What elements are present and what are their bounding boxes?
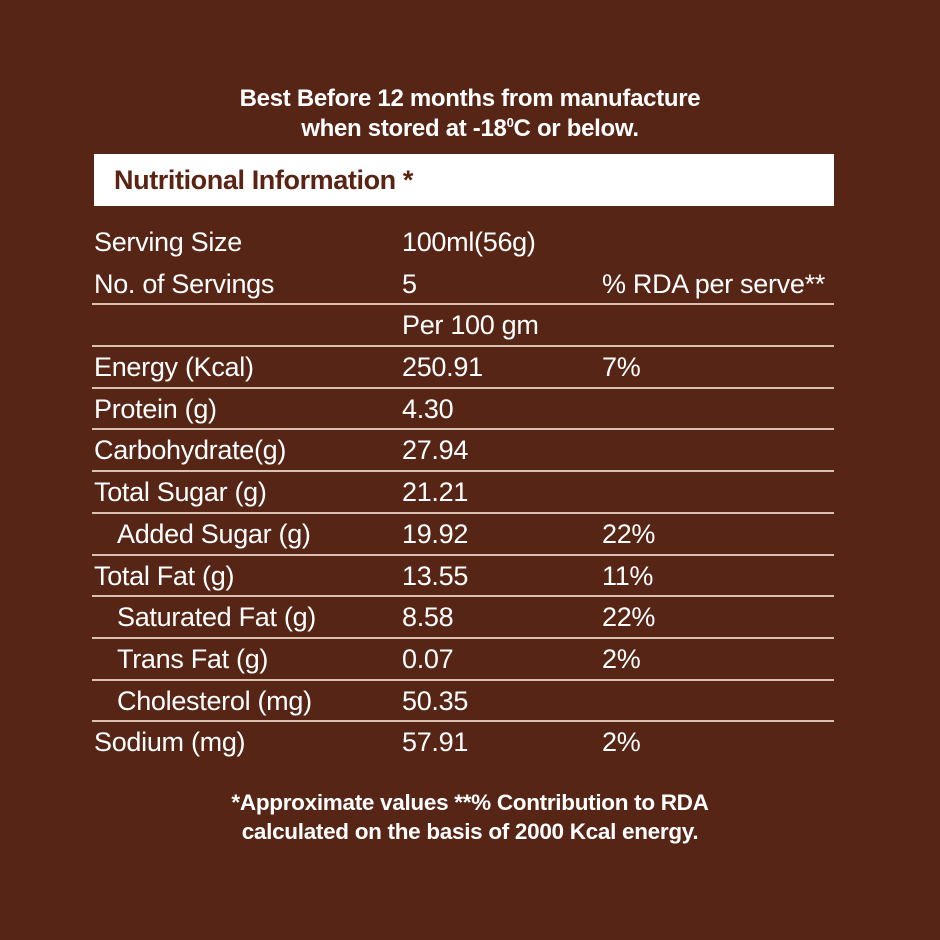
nutrient-rda: 22%: [602, 518, 656, 549]
nutrition-header-band: Nutritional Information *: [94, 154, 834, 206]
nutrient-rda: 11%: [602, 560, 654, 591]
storage-instructions: Best Before 12 months from manufacture w…: [0, 84, 940, 144]
nutrient-value: 250.91: [402, 352, 483, 383]
nutrition-title: Nutritional Information *: [114, 165, 413, 195]
nutrient-label: Saturated Fat (g): [117, 602, 316, 633]
nutrient-row: Protein (g) 4.30: [92, 389, 834, 431]
nutrient-value: 27.94: [402, 435, 469, 466]
nutrition-table: Serving Size 100ml(56g) No. of Servings …: [92, 222, 834, 764]
nutrient-value: 57.91: [402, 727, 469, 758]
nutrient-label: Total Sugar (g): [94, 477, 267, 508]
nutrient-rda: 2%: [602, 643, 641, 674]
footnote-line-2: calculated on the basis of 2000 Kcal ene…: [241, 819, 699, 844]
nutrient-label: Trans Fat (g): [117, 643, 269, 674]
storage-line-1: Best Before 12 months from manufacture: [239, 85, 701, 112]
nutrient-row: Total Fat (g) 13.55 11%: [92, 556, 834, 598]
storage-line-2: when stored at -180C or below.: [0, 114, 940, 144]
nutrient-label: Protein (g): [94, 393, 217, 424]
servings-count-label: No. of Servings: [94, 268, 275, 299]
servings-count-row: No. of Servings 5 % RDA per serve**: [92, 264, 834, 306]
nutrient-row: Energy (Kcal) 250.91 7%: [92, 347, 834, 389]
footnote: *Approximate values **% Contribution to …: [0, 788, 940, 846]
nutrient-rda: 22%: [602, 602, 656, 633]
rda-column-header: % RDA per serve**: [602, 268, 825, 299]
nutrient-label: Carbohydrate(g): [94, 435, 287, 466]
servings-count-value: 5: [402, 268, 417, 299]
nutrient-value: 8.58: [402, 602, 454, 633]
nutrient-row: Carbohydrate(g) 27.94: [92, 430, 834, 473]
nutrient-value: 0.07: [402, 643, 454, 674]
nutrient-value: 21.21: [402, 477, 469, 508]
nutrient-row: Cholesterol (mg) 50.35: [92, 681, 834, 723]
per-100gm-header: Per 100 gm: [402, 310, 539, 341]
serving-size-value: 100ml(56g): [402, 227, 536, 257]
nutrient-row: Total Sugar (g) 21.21: [92, 472, 834, 514]
nutrient-label: Sodium (mg): [94, 727, 246, 758]
nutrient-value: 13.55: [402, 560, 469, 591]
nutrient-rda: 2%: [602, 727, 641, 758]
nutrient-label: Energy (Kcal): [94, 352, 254, 383]
per-100gm-row: Per 100 gm: [92, 305, 834, 348]
serving-size-row: Serving Size 100ml(56g): [92, 222, 834, 264]
storage-line-2-suffix: C or below.: [513, 115, 639, 142]
degree-superscript: 0: [506, 115, 514, 130]
nutrient-row: Sodium (mg) 57.91 2%: [92, 722, 834, 764]
nutrient-row: Added Sugar (g) 19.92 22%: [92, 514, 834, 556]
nutrient-label: Cholesterol (mg): [117, 685, 312, 716]
footnote-line-1: *Approximate values **% Contribution to …: [231, 790, 709, 815]
nutrient-row: Trans Fat (g) 0.07 2%: [92, 639, 834, 681]
storage-line-2-text: when stored at -18: [301, 115, 507, 142]
nutrient-label: Total Fat (g): [94, 560, 235, 591]
nutrient-row: Saturated Fat (g) 8.58 22%: [92, 597, 834, 639]
nutrient-value: 50.35: [402, 685, 469, 716]
serving-size-label: Serving Size: [94, 227, 242, 257]
nutrient-value: 4.30: [402, 393, 454, 424]
nutrient-rda: 7%: [602, 352, 641, 383]
nutrient-label: Added Sugar (g): [117, 518, 311, 549]
nutrient-value: 19.92: [402, 518, 469, 549]
